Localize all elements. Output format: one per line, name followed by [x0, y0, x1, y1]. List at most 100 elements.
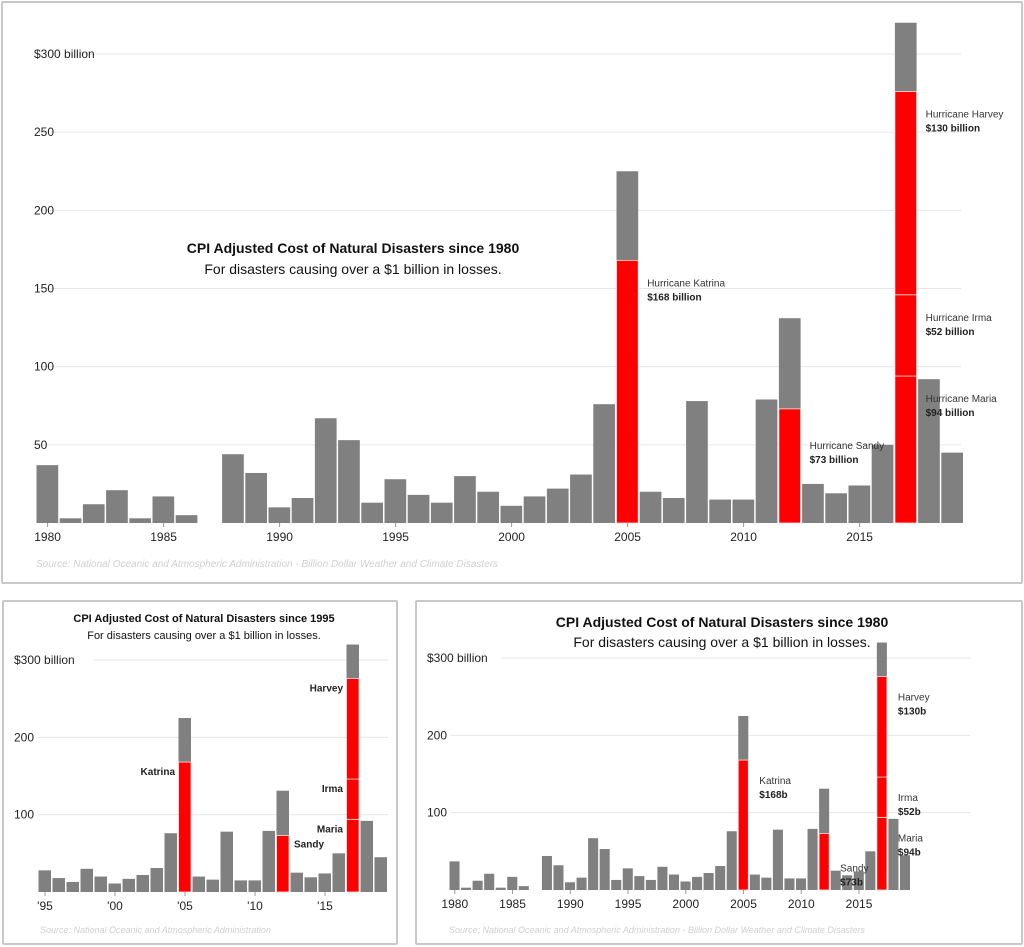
- chart-panel-since-1995: 100 200 $300 billion CPI Adjusted Cost of N…: [2, 600, 398, 945]
- source-note: Source: National Oceanic and Atmospheric…: [449, 925, 865, 935]
- bar-1984: [129, 518, 151, 523]
- annotation-irma-value: $52b: [898, 807, 921, 818]
- bar-1995: [622, 868, 633, 890]
- bar-1990: [268, 507, 291, 523]
- highlight-bar-maria: [346, 818, 360, 893]
- bar-2010: [248, 880, 261, 892]
- bar-2011: [807, 828, 818, 890]
- bar-1999: [668, 874, 679, 890]
- bar-2011: [755, 399, 778, 523]
- x-tick-label: 2010: [788, 897, 815, 911]
- bar-2008: [772, 829, 783, 890]
- y-tick-label: 200: [427, 728, 447, 742]
- highlight-bar-maria: [876, 816, 888, 891]
- bar-1983: [484, 873, 495, 890]
- chart-title: CPI Adjusted Cost of Natural Disasters s…: [73, 613, 334, 625]
- x-tick-label: 2005: [730, 897, 757, 911]
- annotation-sandy-name: Hurricane Sandy: [810, 441, 884, 452]
- bar-1985: [507, 876, 518, 890]
- bar-1988: [541, 855, 552, 890]
- x-tick-label: 2000: [498, 530, 525, 544]
- chart-main-svg: 50 100 150 200 250 $300 billion CPI Adjusted C…: [34, 22, 1004, 570]
- bar-1986: [518, 886, 529, 890]
- highlight-bar-katrina: [737, 759, 749, 891]
- bar-2014: [304, 877, 317, 892]
- bar-2011: [262, 830, 275, 892]
- y-tick-label: 50: [34, 438, 48, 452]
- bar-2010: [732, 499, 755, 523]
- annotation-maria: Maria: [317, 824, 344, 835]
- x-tick-label: 2010: [730, 530, 757, 544]
- bar-2000: [108, 883, 121, 892]
- annotation-irma-name: Hurricane Irma: [926, 313, 993, 324]
- annotation-sandy-name: Sandy: [840, 864, 868, 875]
- bar-2006: [749, 874, 760, 890]
- bar-1993: [338, 440, 360, 523]
- highlight-bar-irma: [894, 294, 918, 377]
- bar-1985: [152, 496, 175, 523]
- bar-2019: [374, 857, 387, 892]
- annotation-harvey-name: Hurricane Harvey: [926, 110, 1004, 121]
- bar-1986: [175, 515, 198, 523]
- bar-1992: [314, 418, 337, 523]
- annotation-maria-value: $94b: [898, 847, 921, 858]
- bar-1991: [291, 497, 314, 523]
- bar-1995: [38, 870, 51, 892]
- chart-title: CPI Adjusted Cost of Natural Disasters s…: [187, 240, 520, 256]
- bar-2010: [796, 878, 807, 890]
- annotation-sandy: Sandy: [294, 840, 324, 851]
- bar-2001: [523, 496, 546, 523]
- highlight-bar-katrina: [178, 761, 192, 893]
- bar-2008: [686, 401, 708, 523]
- highlight-bar-sandy: [778, 408, 802, 524]
- bar-1982: [82, 504, 105, 523]
- highlight-bar-harvey: [346, 678, 360, 780]
- x-tick-label: 1990: [557, 897, 584, 911]
- annotation-irma-name: Irma: [898, 793, 918, 804]
- bar-1993: [599, 849, 610, 890]
- bar-2007: [662, 497, 685, 523]
- bar-2018: [888, 818, 899, 890]
- x-tick-label: 1980: [441, 897, 468, 911]
- annotation-harvey-name: Harvey: [898, 693, 930, 704]
- bar-1996: [407, 494, 430, 523]
- bar-1998: [454, 476, 476, 523]
- bar-2014: [842, 875, 853, 890]
- annotation-katrina-name: Hurricane Katrina: [647, 278, 725, 289]
- x-tick-label: '05: [177, 899, 193, 913]
- annotation-katrina-value: $168b: [759, 790, 787, 801]
- bar-1997: [430, 502, 453, 523]
- bar-1980: [36, 465, 59, 523]
- bar-1980: [449, 861, 460, 890]
- bar-2015: [848, 485, 871, 523]
- x-tick-label: 1980: [34, 530, 61, 544]
- y-tick-label: 100: [427, 806, 447, 820]
- bar-1999: [477, 491, 499, 523]
- bar-1994: [361, 502, 383, 523]
- bar-2004: [593, 404, 615, 523]
- bar-2016: [332, 853, 345, 892]
- bar-1996: [52, 878, 65, 892]
- annotation-harvey-value: $130b: [898, 707, 926, 718]
- bar-1989: [245, 472, 267, 523]
- bar-1984: [495, 887, 506, 890]
- y-tick-label: 200: [14, 730, 34, 744]
- bar-2004: [726, 831, 737, 890]
- x-tick-label: '00: [107, 899, 123, 913]
- bar-1989: [553, 865, 564, 890]
- bar-2019: [941, 452, 963, 523]
- bar-1991: [576, 877, 587, 890]
- highlight-bar-sandy: [818, 833, 830, 891]
- bar-2018: [918, 379, 940, 523]
- x-tick-label: 1985: [499, 897, 526, 911]
- bar-2013: [830, 870, 841, 890]
- y-tick-label: 250: [34, 125, 54, 139]
- highlight-bar-harvey: [876, 676, 888, 778]
- bar-2016: [865, 851, 876, 890]
- chart-subtitle: For disasters causing over a $1 billion …: [204, 261, 501, 277]
- x-tick-label: 2015: [846, 530, 873, 544]
- annotation-maria-value: $94 billion: [926, 408, 975, 419]
- bar-2003: [715, 866, 726, 890]
- x-tick-label: '95: [37, 899, 53, 913]
- bar-2016: [871, 444, 894, 523]
